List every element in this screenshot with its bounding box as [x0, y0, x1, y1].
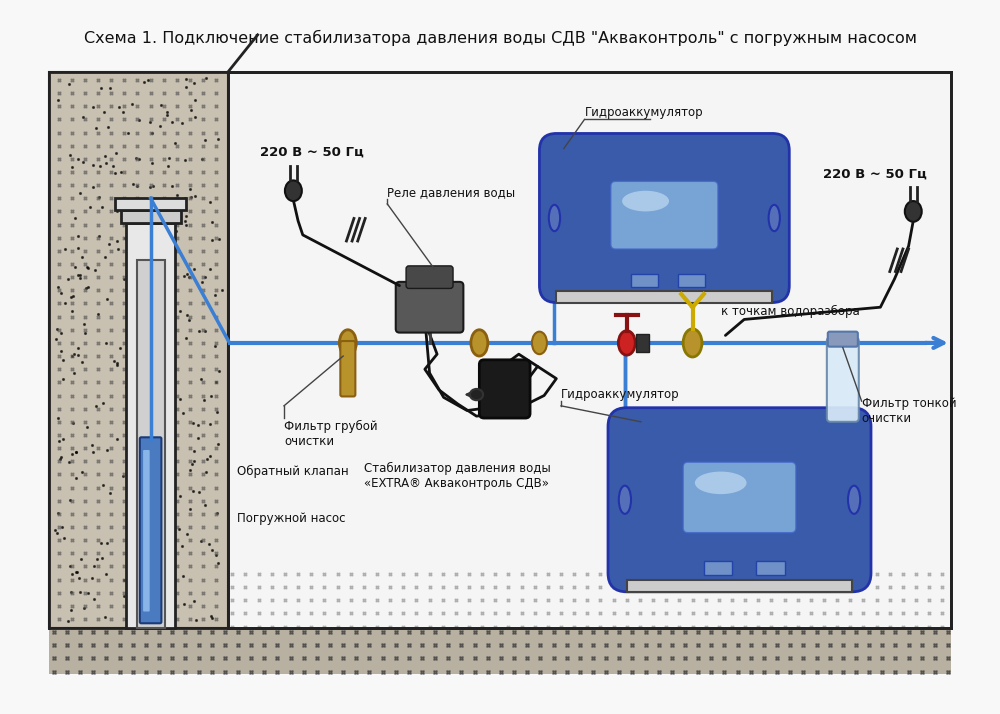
FancyBboxPatch shape	[228, 72, 951, 628]
Text: Фильтр грубой
очистки: Фильтр грубой очистки	[284, 420, 378, 448]
FancyBboxPatch shape	[143, 450, 150, 611]
Ellipse shape	[471, 330, 488, 356]
FancyBboxPatch shape	[115, 198, 186, 209]
Text: Стабилизатор давления воды
«EXTRA® Акваконтроль СДВ»: Стабилизатор давления воды «EXTRA® Аквак…	[364, 462, 551, 491]
FancyBboxPatch shape	[340, 341, 355, 396]
Ellipse shape	[695, 471, 747, 494]
FancyBboxPatch shape	[137, 261, 165, 628]
FancyBboxPatch shape	[126, 223, 175, 628]
FancyBboxPatch shape	[827, 337, 859, 422]
FancyBboxPatch shape	[683, 462, 796, 533]
Ellipse shape	[683, 329, 702, 357]
Text: Схема 1. Подключение стабилизатора давления воды СДВ "Акваконтроль" с погружным : Схема 1. Подключение стабилизатора давле…	[84, 30, 916, 46]
Ellipse shape	[848, 486, 860, 514]
FancyBboxPatch shape	[49, 72, 228, 628]
FancyBboxPatch shape	[678, 274, 705, 288]
FancyBboxPatch shape	[636, 333, 649, 352]
FancyBboxPatch shape	[627, 580, 852, 592]
Ellipse shape	[339, 330, 356, 356]
FancyBboxPatch shape	[539, 134, 789, 303]
Ellipse shape	[905, 201, 922, 222]
FancyBboxPatch shape	[608, 408, 871, 592]
FancyBboxPatch shape	[631, 274, 658, 288]
FancyBboxPatch shape	[611, 181, 718, 249]
Ellipse shape	[618, 331, 635, 355]
FancyBboxPatch shape	[121, 209, 181, 223]
Ellipse shape	[622, 191, 669, 211]
FancyBboxPatch shape	[828, 331, 858, 347]
Text: Гидроаккумулятор: Гидроаккумулятор	[561, 388, 680, 401]
Text: 220 В ~ 50 Гц: 220 В ~ 50 Гц	[823, 167, 927, 181]
Text: Погружной насос: Погружной насос	[237, 512, 346, 525]
Text: Фильтр тонкой
очистки: Фильтр тонкой очистки	[862, 396, 956, 425]
FancyBboxPatch shape	[396, 282, 463, 333]
Ellipse shape	[470, 389, 483, 401]
FancyBboxPatch shape	[756, 560, 785, 575]
Text: 220 В ~ 50 Гц: 220 В ~ 50 Гц	[260, 146, 364, 159]
FancyBboxPatch shape	[479, 360, 530, 418]
FancyBboxPatch shape	[49, 628, 951, 673]
FancyBboxPatch shape	[406, 266, 453, 288]
Text: к точкам водоразбора: к точкам водоразбора	[721, 306, 859, 318]
Ellipse shape	[769, 205, 780, 231]
Ellipse shape	[532, 331, 547, 354]
FancyBboxPatch shape	[140, 437, 161, 623]
FancyBboxPatch shape	[556, 291, 772, 303]
Text: Реле давления воды: Реле давления воды	[387, 186, 515, 199]
Ellipse shape	[285, 181, 302, 201]
FancyBboxPatch shape	[704, 560, 732, 575]
Ellipse shape	[619, 486, 631, 514]
Text: Гидроаккумулятор: Гидроаккумулятор	[585, 106, 703, 119]
Text: Обратный клапан: Обратный клапан	[237, 465, 349, 478]
Ellipse shape	[549, 205, 560, 231]
